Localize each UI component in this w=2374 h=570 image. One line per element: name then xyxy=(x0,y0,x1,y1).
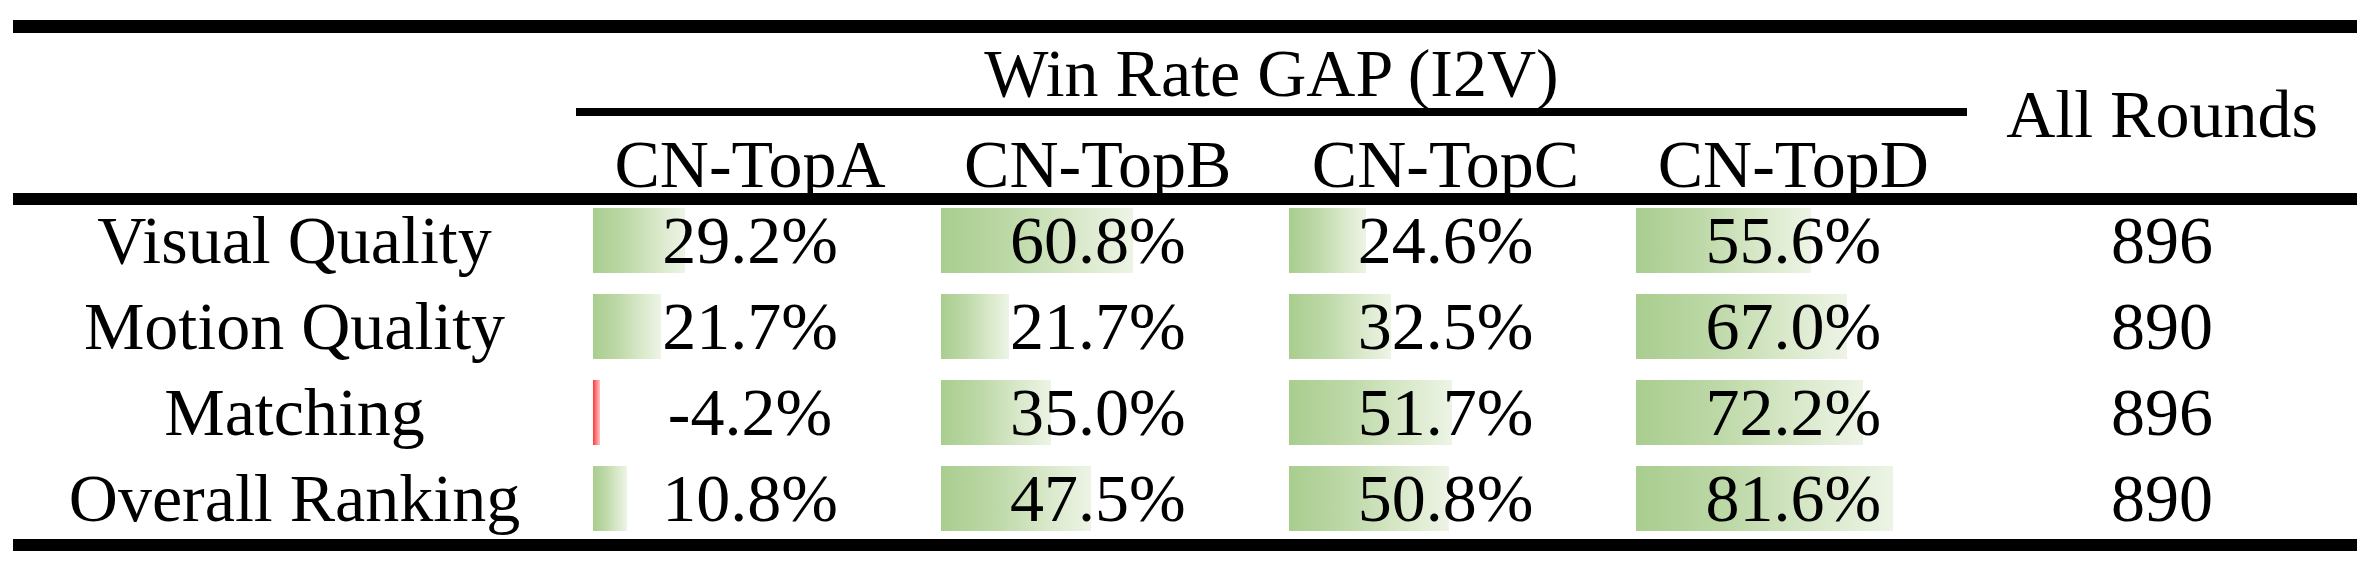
group-header-underline-rule xyxy=(576,108,1967,116)
cell-value: 50.8% xyxy=(1272,466,1620,531)
row-label-motion-quality: Motion Quality xyxy=(13,294,576,359)
table-cell: 10.8% xyxy=(576,466,924,531)
table-cell: 21.7% xyxy=(924,294,1272,359)
cell-value: 896 xyxy=(1967,208,2357,273)
cell-value: 890 xyxy=(1967,466,2357,531)
table-cell: 47.5% xyxy=(924,466,1272,531)
cell-value: 72.2% xyxy=(1619,380,1967,445)
row-label-text: Motion Quality xyxy=(13,294,576,359)
cell-value: 896 xyxy=(1967,380,2357,445)
row-label-text: Visual Quality xyxy=(13,208,576,273)
table-cell: 21.7% xyxy=(576,294,924,359)
cell-value: 47.5% xyxy=(924,466,1272,531)
table-cell: 35.0% xyxy=(924,380,1272,445)
row-label-visual-quality: Visual Quality xyxy=(13,208,576,273)
column-group-header: Win Rate GAP (I2V) xyxy=(576,36,1967,110)
cell-value: 35.0% xyxy=(924,380,1272,445)
cell-value: 890 xyxy=(1967,294,2357,359)
all-rounds-cell: 896 xyxy=(1967,380,2357,445)
cell-value: -4.2% xyxy=(576,380,924,445)
cell-value: 51.7% xyxy=(1272,380,1620,445)
table-cell: 67.0% xyxy=(1619,294,1967,359)
all-rounds-cell: 890 xyxy=(1967,466,2357,531)
table-cell: 32.5% xyxy=(1272,294,1620,359)
all-rounds-cell: 890 xyxy=(1967,294,2357,359)
cell-value: 32.5% xyxy=(1272,294,1620,359)
cell-value: 55.6% xyxy=(1619,208,1967,273)
row-label-text: Overall Ranking xyxy=(13,466,576,531)
table-cell: 55.6% xyxy=(1619,208,1967,273)
cell-value: 60.8% xyxy=(924,208,1272,273)
table-cell: 29.2% xyxy=(576,208,924,273)
paper-table-win-rate-gap: Win Rate GAP (I2V) All Rounds CN-TopA CN… xyxy=(0,0,2374,570)
column-header-cn-topd: CN-TopD xyxy=(1619,127,1967,201)
column-header-cn-topc: CN-TopC xyxy=(1272,127,1620,201)
table-cell: -4.2% xyxy=(576,380,924,445)
table-cell: 50.8% xyxy=(1272,466,1620,531)
row-label-text: Matching xyxy=(13,380,576,445)
table-bottom-rule xyxy=(13,539,2357,551)
cell-value: 10.8% xyxy=(576,466,924,531)
table-cell: 24.6% xyxy=(1272,208,1620,273)
all-rounds-cell: 896 xyxy=(1967,208,2357,273)
cell-value: 29.2% xyxy=(576,208,924,273)
table-cell: 81.6% xyxy=(1619,466,1967,531)
table-top-rule xyxy=(13,20,2357,33)
cell-value: 21.7% xyxy=(576,294,924,359)
cell-value: 81.6% xyxy=(1619,466,1967,531)
cell-value: 21.7% xyxy=(924,294,1272,359)
row-label-matching: Matching xyxy=(13,380,576,445)
row-label-overall-ranking: Overall Ranking xyxy=(13,466,576,531)
table-cell: 51.7% xyxy=(1272,380,1620,445)
cell-value: 67.0% xyxy=(1619,294,1967,359)
column-header-cn-topa: CN-TopA xyxy=(576,127,924,201)
column-header-cn-topb: CN-TopB xyxy=(924,127,1272,201)
cell-value: 24.6% xyxy=(1272,208,1620,273)
table-cell: 72.2% xyxy=(1619,380,1967,445)
all-rounds-header: All Rounds xyxy=(1967,77,2357,151)
table-cell: 60.8% xyxy=(924,208,1272,273)
